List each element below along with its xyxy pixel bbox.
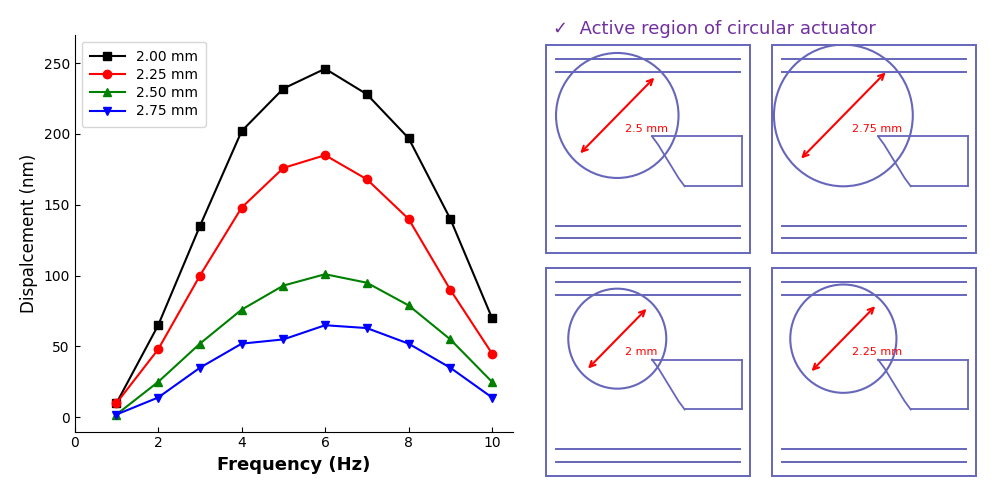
2.75 mm <box>444 365 456 371</box>
2.00 mm <box>444 216 456 222</box>
2.25 mm <box>361 176 373 182</box>
2.25 mm <box>278 165 290 171</box>
2.50 mm <box>152 379 164 385</box>
Legend: 2.00 mm, 2.25 mm, 2.50 mm, 2.75 mm: 2.00 mm, 2.25 mm, 2.50 mm, 2.75 mm <box>82 42 206 127</box>
2.75 mm <box>236 341 248 347</box>
2.25 mm <box>194 273 206 279</box>
2.75 mm <box>152 394 164 400</box>
Text: 2.75 mm: 2.75 mm <box>852 124 901 134</box>
2.50 mm <box>402 303 414 309</box>
Y-axis label: Dispalcement (nm): Dispalcement (nm) <box>20 153 38 313</box>
2.75 mm <box>111 412 123 418</box>
Text: ✓  Active region of circular actuator: ✓ Active region of circular actuator <box>553 20 875 38</box>
2.75 mm <box>278 336 290 342</box>
2.00 mm <box>194 223 206 229</box>
2.25 mm <box>319 152 331 158</box>
2.25 mm <box>486 351 498 357</box>
Text: 2.5 mm: 2.5 mm <box>625 124 668 134</box>
Line: 2.00 mm: 2.00 mm <box>113 64 496 407</box>
2.75 mm <box>361 325 373 331</box>
2.50 mm <box>444 336 456 342</box>
2.25 mm <box>236 205 248 211</box>
2.00 mm <box>319 66 331 72</box>
2.00 mm <box>278 86 290 92</box>
Text: 2 mm: 2 mm <box>625 347 657 357</box>
2.50 mm <box>278 283 290 289</box>
2.25 mm <box>444 287 456 293</box>
2.25 mm <box>402 216 414 222</box>
Line: 2.50 mm: 2.50 mm <box>113 270 496 419</box>
2.75 mm <box>486 394 498 400</box>
2.50 mm <box>361 280 373 286</box>
2.00 mm <box>111 400 123 406</box>
2.50 mm <box>319 271 331 277</box>
2.50 mm <box>194 341 206 347</box>
2.75 mm <box>319 322 331 328</box>
2.00 mm <box>152 322 164 328</box>
2.50 mm <box>486 379 498 385</box>
Line: 2.25 mm: 2.25 mm <box>113 151 496 407</box>
2.25 mm <box>111 400 123 406</box>
2.00 mm <box>402 135 414 141</box>
X-axis label: Frequency (Hz): Frequency (Hz) <box>217 456 371 474</box>
Text: 2.25 mm: 2.25 mm <box>852 347 901 357</box>
2.00 mm <box>486 315 498 321</box>
2.50 mm <box>236 307 248 312</box>
2.00 mm <box>236 128 248 134</box>
2.25 mm <box>152 346 164 352</box>
2.75 mm <box>194 365 206 371</box>
2.00 mm <box>361 91 373 97</box>
2.50 mm <box>111 412 123 418</box>
Line: 2.75 mm: 2.75 mm <box>113 321 496 419</box>
2.75 mm <box>402 341 414 347</box>
